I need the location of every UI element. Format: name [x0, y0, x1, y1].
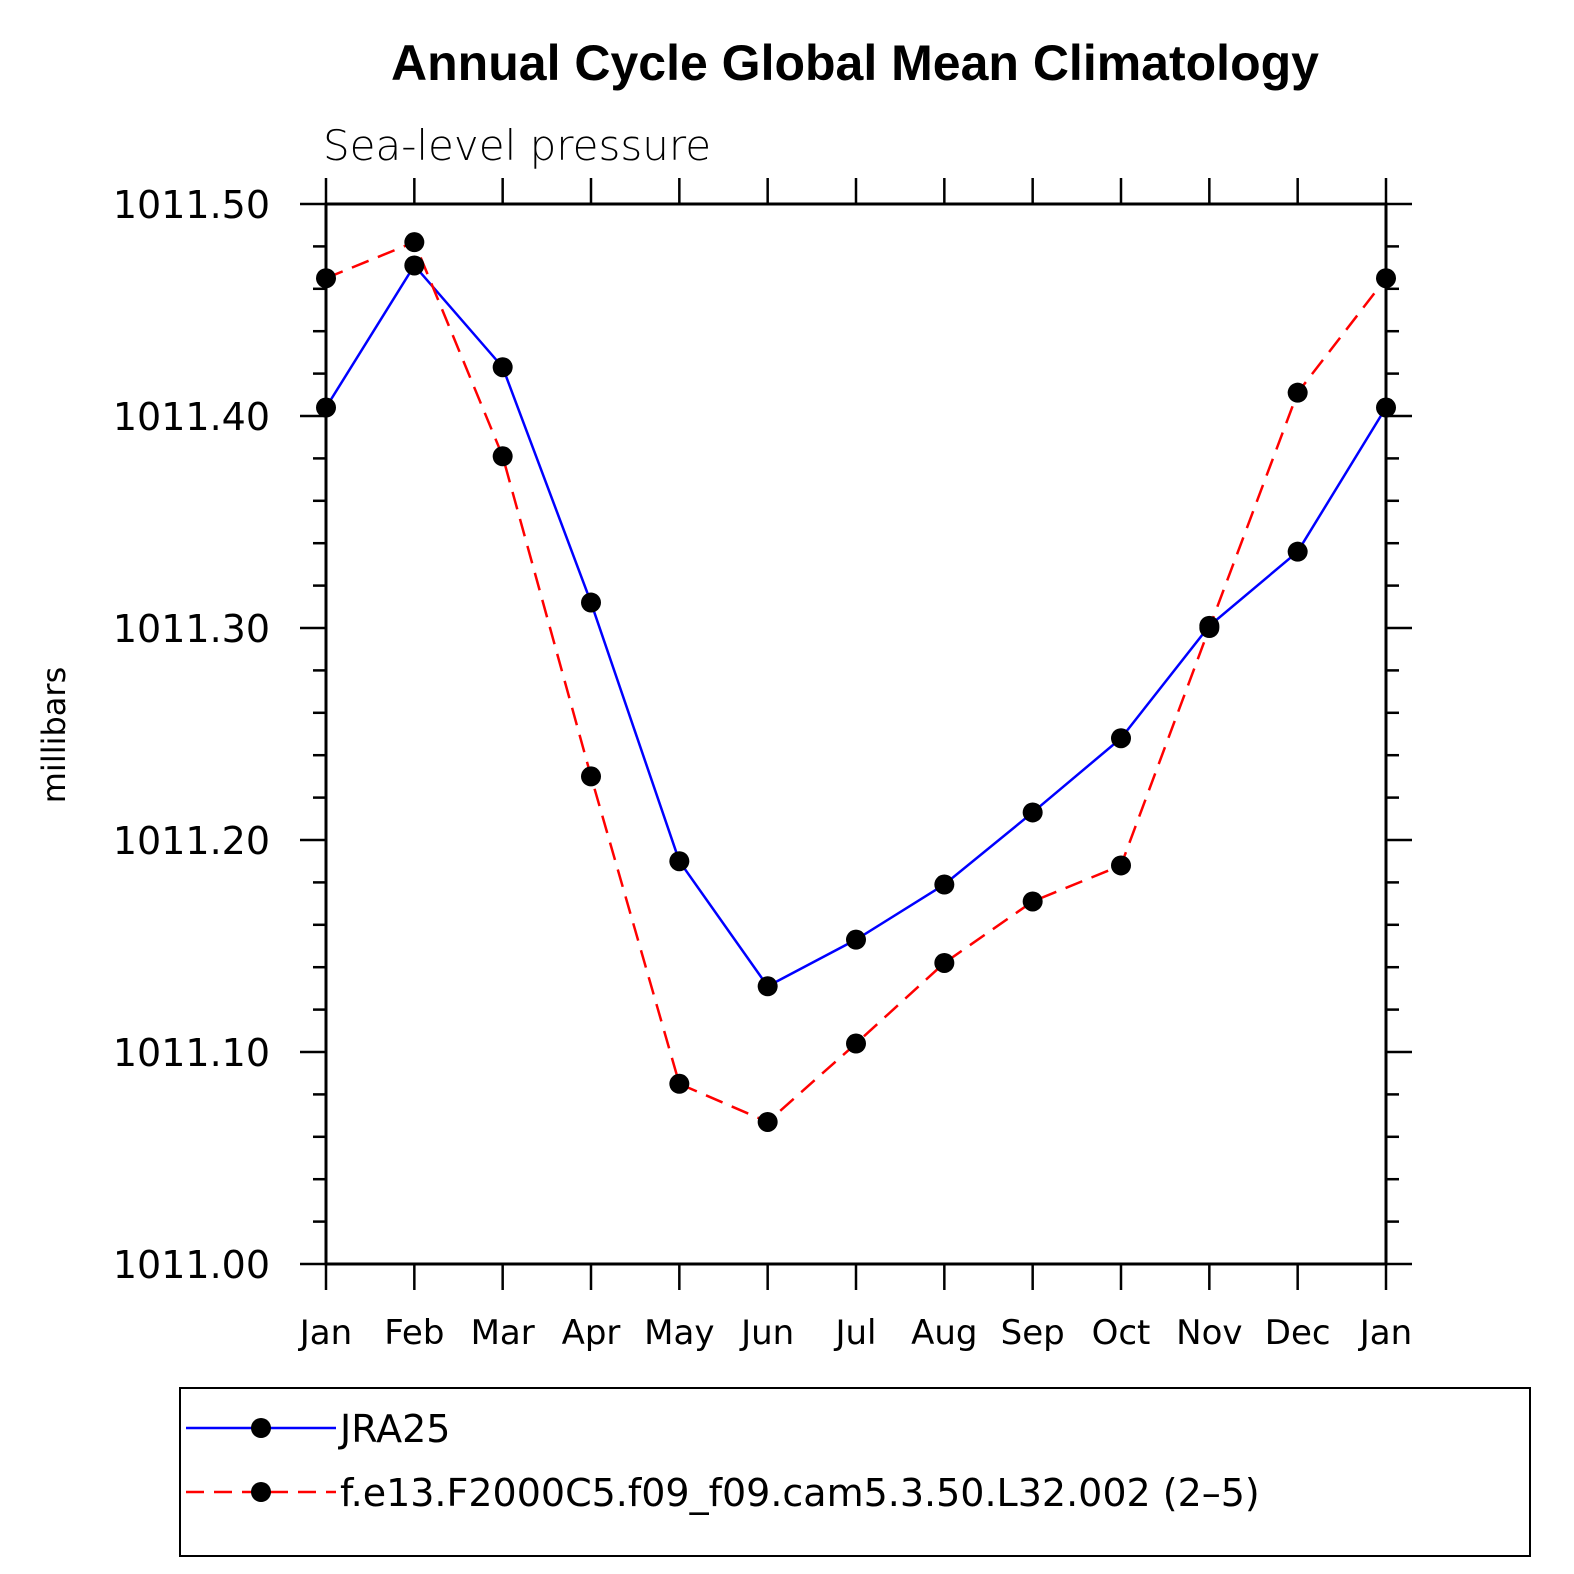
- data-point-0: [492, 357, 513, 378]
- x-tick-label: Aug: [911, 1313, 977, 1353]
- data-point-1: [1287, 382, 1308, 403]
- chart-subtitle: Sea-level pressure: [323, 121, 711, 170]
- data-point-1: [581, 766, 601, 787]
- data-point-0: [1022, 802, 1043, 823]
- data-point-1: [492, 446, 513, 467]
- data-point-0: [1111, 728, 1131, 749]
- data-point-0: [669, 851, 690, 872]
- plot-frame: [324, 202, 1388, 1266]
- legend: JRA25 f.e13.F2000C5.f09_f09.cam5.3.50.L3…: [179, 1387, 1531, 1557]
- legend-label-model: f.e13.F2000C5.f09_f09.cam5.3.50.L32.002 …: [340, 1471, 1260, 1515]
- data-point-1: [1199, 618, 1220, 638]
- y-tick-label: 1011.50: [113, 183, 270, 227]
- y-axis-label: millibars: [35, 667, 73, 803]
- y-tick-label: 1011.30: [113, 607, 270, 651]
- x-tick-label: Jan: [298, 1313, 352, 1353]
- x-tick-label: Jan: [1358, 1313, 1412, 1353]
- series-line-1: [325, 240, 1387, 1124]
- data-point-0: [757, 976, 778, 997]
- data-point-1: [669, 1073, 690, 1094]
- data-point-1: [1376, 268, 1396, 289]
- chart-title: Annual Cycle Global Mean Climatology: [391, 35, 1319, 91]
- series-line-0: [324, 263, 1388, 988]
- legend-marker-jra25: [251, 1418, 271, 1438]
- x-axis-ticks: Jan Feb Mar Apr May Jun Jul Aug Sep Oct Nov Dec Jan: [298, 178, 1412, 1353]
- data-point-1: [1111, 855, 1131, 876]
- data-point-1: [757, 1111, 778, 1132]
- data-point-1: [934, 952, 955, 973]
- data-point-0: [1376, 397, 1396, 418]
- x-tick-label: Mar: [471, 1313, 535, 1353]
- x-tick-label: Oct: [1092, 1313, 1151, 1353]
- x-tick-label: Sep: [1001, 1313, 1065, 1353]
- legend-box: [179, 1387, 1531, 1557]
- data-point-1: [316, 268, 336, 289]
- data-point-0: [404, 255, 425, 276]
- legend-label-jra25: JRA25: [338, 1407, 450, 1451]
- y-tick-label: 1011.10: [113, 1031, 270, 1075]
- data-point-0: [316, 397, 336, 418]
- legend-marker-model: [251, 1482, 271, 1502]
- x-tick-label: Jun: [739, 1313, 794, 1353]
- data-point-1: [846, 1033, 866, 1054]
- x-tick-label: Jul: [833, 1313, 876, 1353]
- y-axis-ticks: 1011.00 1011.10 1011.20 1011.30 1011.40 1011.…: [113, 183, 1412, 1287]
- y-tick-label: 1011.20: [113, 819, 270, 863]
- y-tick-label: 1011.00: [113, 1243, 270, 1287]
- x-tick-label: Nov: [1176, 1313, 1242, 1353]
- series-lines: [324, 240, 1388, 1124]
- x-tick-label: May: [644, 1313, 714, 1353]
- x-tick-label: Dec: [1265, 1313, 1331, 1353]
- data-point-0: [846, 929, 866, 950]
- series-markers: [316, 232, 1396, 1132]
- data-point-0: [1287, 541, 1308, 562]
- data-point-1: [1022, 891, 1043, 912]
- x-tick-label: Apr: [562, 1313, 621, 1353]
- data-point-0: [581, 592, 601, 613]
- data-point-0: [934, 874, 955, 895]
- x-tick-label: Feb: [384, 1313, 444, 1353]
- y-tick-label: 1011.40: [113, 395, 270, 439]
- data-point-1: [404, 232, 425, 253]
